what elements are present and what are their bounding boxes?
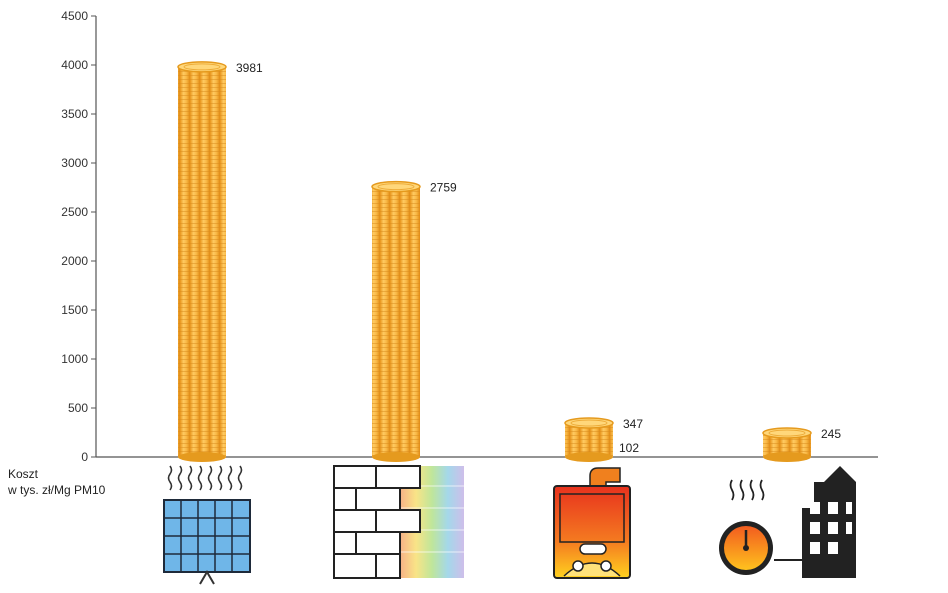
y-tick-label: 3000 <box>61 156 88 170</box>
coin-stack-body <box>372 186 420 458</box>
coin-rim <box>768 429 806 437</box>
data-label-wall-insulation: 2759 <box>430 181 457 195</box>
y-axis-label-line2: w tys. zł/Mg PM10 <box>8 483 106 497</box>
y-tick-label: 1000 <box>61 352 88 366</box>
coin-rim <box>377 183 415 191</box>
y-tick-label: 2500 <box>61 205 88 219</box>
y-tick-label: 4000 <box>61 58 88 72</box>
coin-stack-body <box>178 66 226 457</box>
coin-stack-bottom <box>372 452 420 462</box>
wall-insulation-icon <box>333 465 464 579</box>
y-tick-label: 4500 <box>61 9 88 23</box>
coin-stack-bottom <box>763 452 811 462</box>
y-axis-label: Koszt w tys. zł/Mg PM10 <box>8 466 148 498</box>
y-tick-label: 500 <box>68 401 88 415</box>
district-heating-icon <box>719 466 856 578</box>
bars <box>177 61 812 462</box>
bar-district-heating <box>762 427 812 462</box>
data-label-boiler-replacement: 347 <box>623 417 643 431</box>
data-label-district-heating: 245 <box>821 427 841 441</box>
coin-stack-bottom <box>178 452 226 462</box>
data-label-solar-panels: 3981 <box>236 61 263 75</box>
bar-solar-panels <box>177 61 227 462</box>
data-labels: 3981 2759 347 245 102 <box>236 61 841 455</box>
bar-boiler-replacement <box>564 417 614 462</box>
coin-stack-bottom <box>565 452 613 462</box>
axes: 0 500 1000 1500 2000 2500 3000 3500 4000 4500 <box>61 9 878 464</box>
solar-panel-icon <box>163 465 251 585</box>
y-tick-label: 3500 <box>61 107 88 121</box>
y-tick-label: 1500 <box>61 303 88 317</box>
data-label-extra: 102 <box>619 441 639 455</box>
y-tick-label: 0 <box>81 450 88 464</box>
coin-rim <box>570 419 608 427</box>
bar-wall-insulation <box>371 180 421 462</box>
coin-rim <box>183 63 221 71</box>
boiler-icon <box>553 467 631 579</box>
y-axis-label-line1: Koszt <box>8 467 39 481</box>
y-tick-label: 2000 <box>61 254 88 268</box>
